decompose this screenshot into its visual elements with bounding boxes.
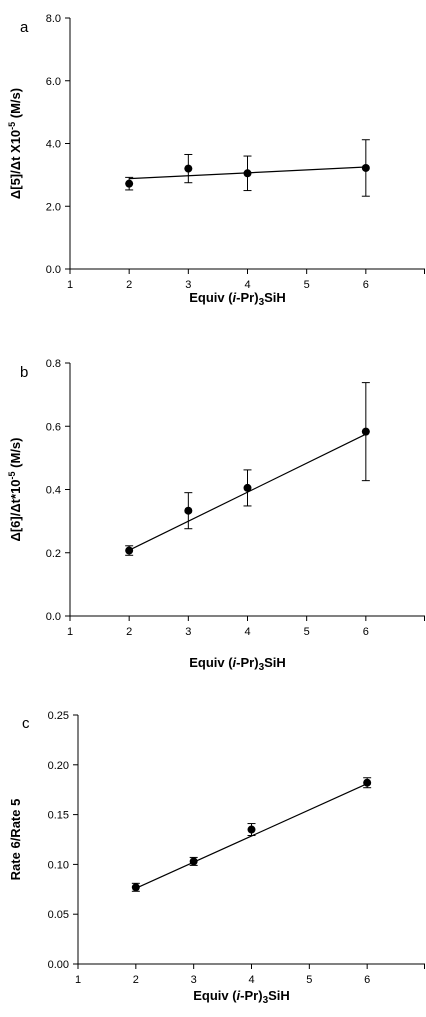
y-tick-label: 0.25	[48, 710, 69, 722]
x-tick-label: 3	[185, 626, 191, 638]
y-tick-label: 0.8	[46, 358, 61, 370]
chart-panel-b: b 1 2 3 4 5 6 0.0 0.2 0.4 0.6 0.8 Equiv (i-Pr)3SiH Δ[…	[7, 358, 425, 673]
panel-letter: a	[20, 19, 29, 36]
chart-panel-c: c 1 2 3 4 5 6 0.00 0.05 0.10 0.15 0.20 0.25 Equiv (i-…	[8, 710, 425, 1006]
x-tick-label: 6	[363, 279, 369, 291]
x-tick-label: 4	[244, 626, 250, 638]
x-tick-label: 1	[75, 974, 81, 986]
y-axis-label: Δ[6]/Δt*10-5 (M/s)	[7, 437, 23, 541]
data-point	[131, 883, 140, 892]
y-axis-label: Rate 6/Rate 5	[8, 799, 23, 881]
data-point	[247, 825, 256, 834]
y-tick-label: 0.2	[46, 548, 61, 560]
data-point	[125, 546, 134, 555]
x-axis-label: Equiv (i-Pr)3SiH	[189, 655, 286, 673]
y-tick-label: 8.0	[46, 13, 61, 25]
y-tick-label: 6.0	[46, 76, 61, 88]
y-tick-label: 0.0	[46, 264, 61, 276]
panel-letter: b	[20, 364, 28, 381]
x-tick-label: 6	[364, 974, 370, 986]
x-tick-label: 4	[248, 974, 254, 986]
data-point	[189, 857, 198, 866]
x-axis-label: Equiv (i-Pr)3SiH	[193, 988, 290, 1006]
chart-panel-a: a 1 2 3 4 5 6 0.0 2.0 4.0 6.0 8.0 Equiv (i-Pr)3SiH Δ[…	[7, 13, 425, 308]
x-tick-label: 3	[185, 279, 191, 291]
x-tick-label: 3	[191, 974, 197, 986]
y-tick-label: 0.6	[46, 421, 61, 433]
y-tick-label: 2.0	[46, 201, 61, 213]
data-point	[184, 506, 193, 515]
y-tick-label: 0.00	[48, 959, 69, 971]
y-tick-label: 4.0	[46, 139, 61, 151]
x-tick-label: 5	[304, 626, 310, 638]
x-tick-label: 5	[306, 974, 312, 986]
y-tick-label: 0.15	[48, 810, 69, 822]
x-tick-label: 6	[363, 626, 369, 638]
data-point	[243, 483, 252, 492]
x-tick-label: 1	[67, 279, 73, 291]
x-tick-label: 5	[304, 279, 310, 291]
x-tick-label: 4	[244, 279, 250, 291]
y-tick-label: 0.05	[48, 909, 69, 921]
data-point	[361, 163, 370, 172]
y-tick-label: 0.20	[48, 760, 69, 772]
data-point	[363, 778, 372, 787]
data-point	[184, 164, 193, 173]
x-tick-label: 2	[126, 279, 132, 291]
y-tick-label: 0.10	[48, 859, 69, 871]
data-point	[125, 179, 134, 188]
x-tick-label: 2	[126, 626, 132, 638]
y-tick-label: 0.4	[46, 485, 61, 497]
y-tick-label: 0.0	[46, 611, 61, 623]
x-axis-label: Equiv (i-Pr)3SiH	[189, 290, 286, 308]
x-tick-label: 2	[133, 974, 139, 986]
data-point	[361, 427, 370, 436]
y-axis-label: Δ[5]/Δt X10-5 (M/s)	[7, 88, 23, 199]
data-point	[243, 169, 252, 178]
panel-letter: c	[22, 715, 30, 732]
x-tick-label: 1	[67, 626, 73, 638]
